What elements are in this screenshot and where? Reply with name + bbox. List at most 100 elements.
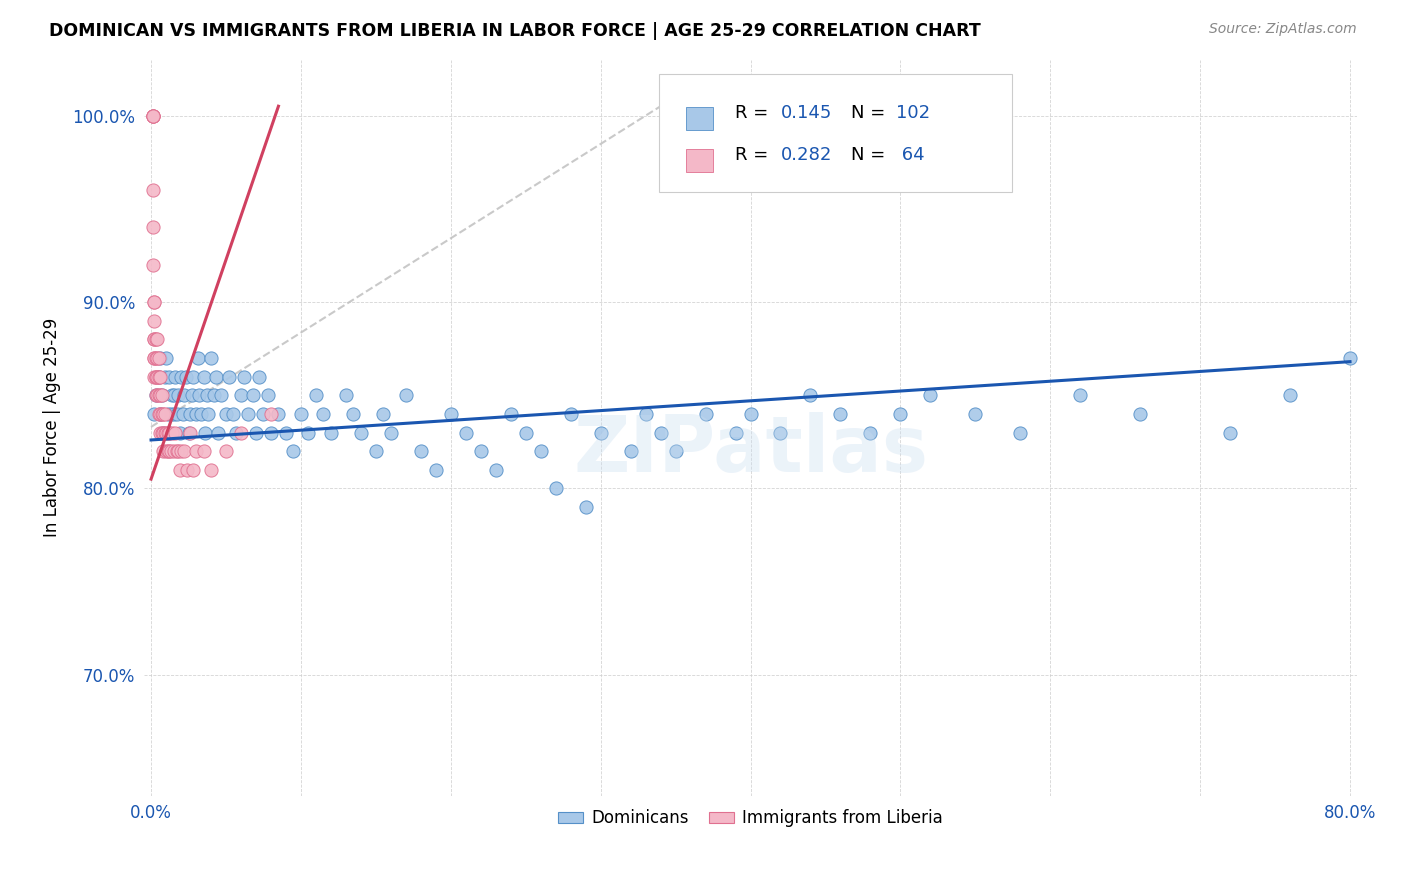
Point	[153, 407, 176, 421]
Point	[173, 444, 195, 458]
Point	[202, 388, 225, 402]
Point	[229, 388, 252, 402]
Text: R =: R =	[735, 146, 773, 164]
Point	[515, 425, 537, 440]
Point	[160, 388, 183, 402]
Point	[150, 388, 173, 402]
Point	[155, 444, 177, 458]
Point	[145, 388, 167, 402]
Point	[148, 351, 170, 365]
Point	[247, 369, 270, 384]
Text: DOMINICAN VS IMMIGRANTS FROM LIBERIA IN LABOR FORCE | AGE 25-29 CORRELATION CHAR: DOMINICAN VS IMMIGRANTS FROM LIBERIA IN …	[49, 22, 981, 40]
Point	[148, 388, 170, 402]
Point	[143, 332, 166, 346]
Legend: Dominicans, Immigrants from Liberia: Dominicans, Immigrants from Liberia	[550, 801, 952, 836]
Point	[799, 388, 821, 402]
Text: 0.145: 0.145	[780, 104, 832, 122]
Point	[200, 351, 222, 365]
Point	[143, 407, 166, 421]
Point	[159, 407, 181, 421]
Point	[143, 332, 166, 346]
Point	[211, 388, 233, 402]
Point	[499, 407, 522, 421]
Point	[181, 463, 204, 477]
Point	[283, 444, 305, 458]
Point	[163, 425, 186, 440]
Point	[319, 425, 342, 440]
Point	[150, 407, 173, 421]
Point	[157, 425, 180, 440]
Point	[260, 407, 283, 421]
Point	[233, 369, 256, 384]
Point	[965, 407, 987, 421]
Point	[145, 332, 167, 346]
Point	[215, 407, 238, 421]
Text: 102: 102	[896, 104, 931, 122]
Point	[225, 425, 247, 440]
Point	[177, 425, 200, 440]
Point	[149, 407, 172, 421]
Point	[150, 388, 173, 402]
Point	[380, 425, 402, 440]
Point	[454, 425, 477, 440]
Point	[146, 332, 169, 346]
Point	[172, 407, 194, 421]
Point	[166, 444, 188, 458]
Point	[218, 369, 240, 384]
Point	[440, 407, 463, 421]
Point	[195, 388, 218, 402]
Point	[859, 425, 882, 440]
Point	[142, 109, 165, 123]
Point	[350, 425, 373, 440]
Point	[589, 425, 612, 440]
Point	[665, 444, 688, 458]
Point	[156, 444, 179, 458]
Point	[204, 369, 226, 384]
Point	[142, 109, 165, 123]
Point	[470, 444, 492, 458]
Point	[769, 425, 792, 440]
Point	[174, 369, 197, 384]
Point	[238, 407, 260, 421]
Point	[173, 388, 195, 402]
Point	[145, 351, 167, 365]
Point	[146, 388, 169, 402]
Point	[156, 407, 179, 421]
Point	[157, 425, 180, 440]
Point	[157, 369, 180, 384]
Point	[145, 369, 167, 384]
Point	[149, 407, 172, 421]
Point	[150, 425, 173, 440]
Point	[215, 444, 238, 458]
Point	[152, 444, 174, 458]
Point	[409, 444, 432, 458]
Point	[257, 388, 280, 402]
Point	[190, 407, 212, 421]
FancyBboxPatch shape	[686, 149, 713, 171]
Point	[575, 500, 598, 514]
Point	[162, 407, 184, 421]
Point	[167, 444, 190, 458]
Point	[634, 407, 657, 421]
Point	[170, 369, 193, 384]
Point	[1129, 407, 1152, 421]
Point	[145, 388, 167, 402]
Point	[184, 407, 207, 421]
Point	[167, 388, 190, 402]
Point	[169, 425, 191, 440]
Point	[1069, 388, 1091, 402]
Point	[695, 407, 717, 421]
Point	[920, 388, 942, 402]
Point	[162, 388, 184, 402]
Point	[186, 351, 208, 365]
Point	[222, 407, 245, 421]
Point	[274, 425, 297, 440]
Point	[290, 407, 312, 421]
Point	[200, 463, 222, 477]
Point	[148, 369, 170, 384]
Point	[152, 425, 174, 440]
Point	[169, 463, 191, 477]
Point	[143, 369, 166, 384]
Point	[176, 463, 198, 477]
Point	[142, 109, 165, 123]
